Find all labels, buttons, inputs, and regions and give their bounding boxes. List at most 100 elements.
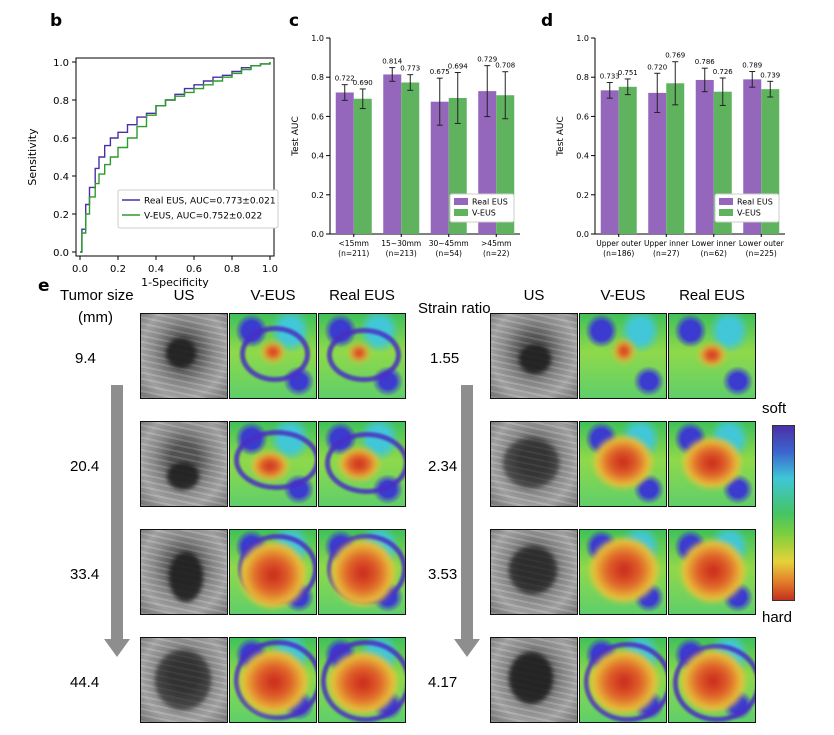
x-tick-label: 15~30mm <box>381 239 421 248</box>
colorbar-hard-label: hard <box>762 609 793 626</box>
y-tick-label: 0.0 <box>311 230 324 239</box>
y-tick-label: 0.2 <box>576 191 589 200</box>
x-tick-label: (n=186) <box>603 249 634 258</box>
y-tick-label: 0.2 <box>311 191 324 200</box>
x-tick-label: Upper outer <box>596 239 642 248</box>
y-tick-label: 1.0 <box>311 34 324 43</box>
us-image <box>490 313 578 399</box>
x-tick-label: 0.4 <box>148 264 164 275</box>
x-tick-label: Lower outer <box>739 239 785 248</box>
real-eus-image <box>318 637 406 723</box>
increase-arrow-shaft-right <box>461 385 473 639</box>
increase-arrow-head-left <box>104 639 130 657</box>
us-image <box>140 529 228 615</box>
legend-label: Real EUS, AUC=0.773±0.021 <box>144 197 276 207</box>
strain-ratio-value: 4.17 <box>428 674 458 691</box>
y-tick-label: 0.4 <box>53 172 69 183</box>
legend-swatch <box>454 198 468 205</box>
real-eus-image <box>668 421 756 507</box>
x-tick-label: (n=225) <box>746 249 777 258</box>
plot-frame <box>75 57 275 257</box>
veus-image <box>229 421 317 507</box>
tumor-size-value: 33.4 <box>70 566 100 583</box>
data-label: 0.789 <box>742 62 762 70</box>
col-header-us-right: US <box>523 287 545 304</box>
panel-label-d: d <box>541 11 554 31</box>
real-eus-image <box>318 421 406 507</box>
y-tick-label: 0.4 <box>311 152 324 161</box>
strain-ratio-value: 1.55 <box>430 350 460 367</box>
x-tick-label: (n=211) <box>338 249 369 258</box>
y-axis-label: Test AUC <box>291 116 301 157</box>
data-label: 0.769 <box>665 52 685 60</box>
legend-label: V-EUS <box>737 209 761 218</box>
increase-arrow-head-right <box>454 639 480 657</box>
roc-chart: 0.00.0 0.2 0.2 0.4 0.4 0.6 0.6 0.8 0.8 1.0 1.0 1-Sp… <box>26 57 279 289</box>
us-image <box>140 421 228 507</box>
bar <box>695 79 714 234</box>
legend-box <box>117 189 279 229</box>
x-tick-label: <15mm <box>339 239 369 248</box>
real-eus-image <box>668 529 756 615</box>
data-label: 0.720 <box>647 63 667 71</box>
bar <box>648 92 667 234</box>
x-tick-label: 0.8 <box>224 264 240 275</box>
x-tick-label: (n=27) <box>653 249 680 258</box>
x-tick-label: 1.0 <box>262 264 278 275</box>
x-tick-label: 0.0 <box>72 264 88 275</box>
x-tick-label: (n=22) <box>483 249 510 258</box>
legend-swatch <box>719 198 733 205</box>
real-eus-image <box>318 529 406 615</box>
y-tick-label: 0.0 <box>576 230 589 239</box>
bar <box>401 82 420 234</box>
bar <box>618 86 637 234</box>
veus-image <box>579 421 667 507</box>
veus-image <box>579 529 667 615</box>
col-header-veus-right: V-EUS <box>600 287 646 304</box>
data-label: 0.786 <box>695 58 716 66</box>
real-eus-image <box>668 313 756 399</box>
roc-curve-1 <box>80 62 271 253</box>
x-tick-label: (n=62) <box>701 249 728 258</box>
tumor-size-value: 44.4 <box>70 674 100 691</box>
legend-label: V-EUS <box>472 209 496 218</box>
y-tick-label: 0.8 <box>311 73 324 82</box>
tumor-size-header: Tumor size <box>60 287 134 304</box>
y-tick-label: 0.6 <box>53 134 69 145</box>
col-header-veus-left: V-EUS <box>250 287 296 304</box>
y-tick-label: 0.2 <box>53 210 69 221</box>
x-tick-label: 0.6 <box>186 264 202 275</box>
veus-image <box>229 637 317 723</box>
panel-label-c: c <box>289 11 300 31</box>
colorbar-soft-label: soft <box>762 400 787 417</box>
bar <box>353 98 372 234</box>
bar <box>600 90 619 234</box>
tumor-size-value: 9.4 <box>75 350 96 367</box>
data-label: 0.733 <box>600 72 620 80</box>
bar <box>430 101 449 234</box>
bar <box>383 74 402 235</box>
x-tick-label: 30~45mm <box>429 239 469 248</box>
tumor-size-unit: (mm) <box>78 309 113 326</box>
col-header-realeus-right: Real EUS <box>679 287 745 304</box>
data-label: 0.814 <box>382 58 403 66</box>
data-label: 0.690 <box>353 79 373 87</box>
y-tick-label: 1.0 <box>53 58 69 69</box>
data-label: 0.694 <box>448 62 469 70</box>
y-axis-label: Sensitivity <box>26 128 39 186</box>
tumor-size-value: 20.4 <box>70 458 100 475</box>
data-label: 0.739 <box>760 71 780 79</box>
bar <box>335 92 354 234</box>
bar <box>666 83 685 234</box>
increase-arrow-shaft-left <box>111 385 123 639</box>
stiffness-colorbar <box>772 425 795 601</box>
strain-ratio-value: 3.53 <box>428 566 458 583</box>
data-label: 0.708 <box>495 62 515 70</box>
us-image <box>140 313 228 399</box>
legend-label: V-EUS, AUC=0.752±0.022 <box>144 212 262 222</box>
x-tick-label: (n=54) <box>436 249 463 258</box>
panel-label-b: b <box>50 11 63 31</box>
y-tick-label: 0.8 <box>53 96 69 107</box>
